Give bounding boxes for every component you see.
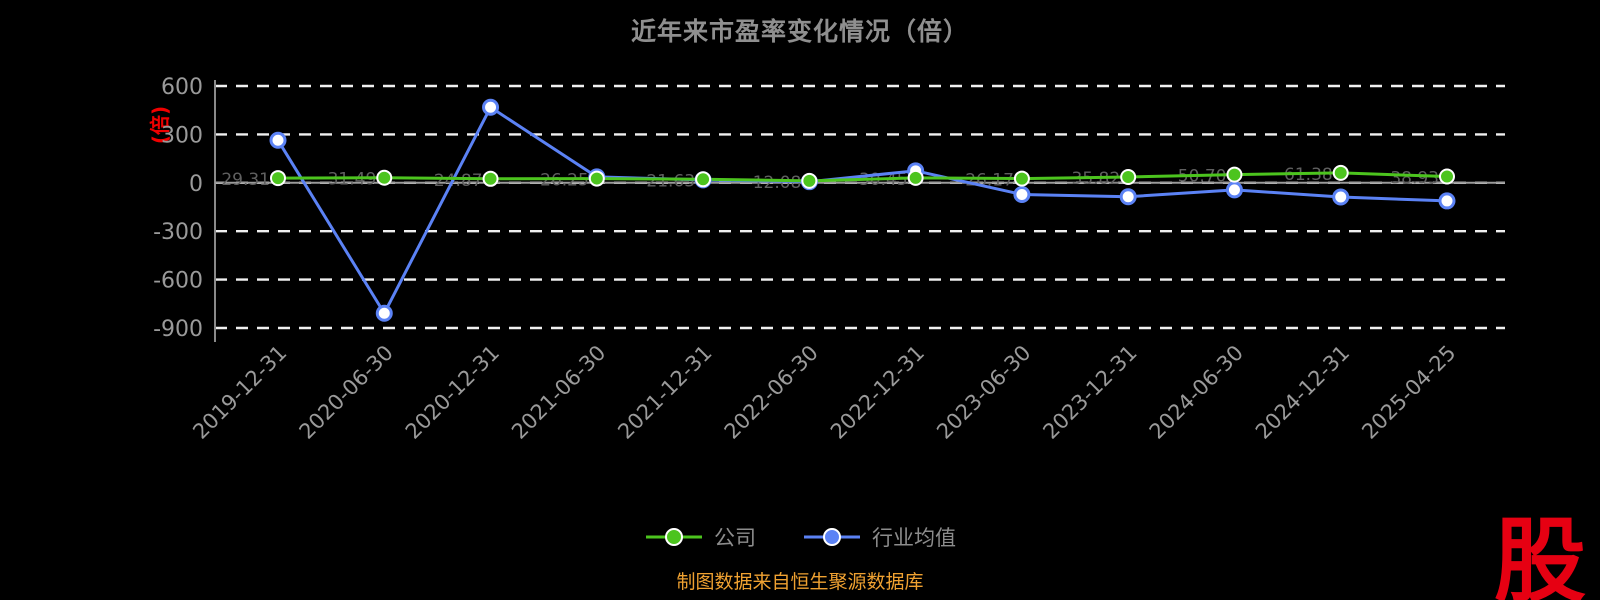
chart-title: 近年来市盈率变化情况（倍） (630, 17, 969, 46)
svg-text:24.87: 24.87 (434, 171, 483, 191)
svg-text:12.08: 12.08 (753, 173, 802, 193)
svg-text:-900: -900 (153, 317, 203, 342)
legend-label-industry-average: 行业均值 (872, 526, 956, 550)
svg-text:-600: -600 (153, 269, 203, 294)
svg-text:2024-12-31: 2024-12-31 (1251, 341, 1354, 444)
legend-item-industry-average[interactable]: 行业均值 (802, 522, 956, 552)
svg-text:2020-12-31: 2020-12-31 (401, 341, 504, 444)
legend-item-company[interactable]: 公司 (644, 522, 756, 552)
svg-text:31.49: 31.49 (328, 170, 377, 190)
legend-label-company: 公司 (714, 526, 756, 550)
svg-text:300: 300 (161, 123, 203, 148)
svg-text:29.31: 29.31 (221, 170, 270, 190)
svg-text:26.25: 26.25 (540, 171, 589, 191)
svg-text:21.63: 21.63 (646, 171, 695, 191)
data-source-note: 制图数据来自恒生聚源数据库 (676, 571, 924, 593)
svg-text:2019-12-31: 2019-12-31 (188, 341, 291, 444)
svg-text:2021-06-30: 2021-06-30 (507, 341, 610, 444)
legend: 公司 行业均值 (0, 522, 1600, 552)
svg-text:2024-06-30: 2024-06-30 (1145, 341, 1248, 444)
svg-text:2023-12-31: 2023-12-31 (1038, 341, 1141, 444)
site-logo: 股 (1493, 508, 1586, 600)
svg-text:2023-06-30: 2023-06-30 (932, 341, 1035, 444)
svg-text:2022-12-31: 2022-12-31 (826, 341, 929, 444)
svg-text:35.82: 35.82 (1072, 169, 1121, 189)
svg-text:2025-04-25: 2025-04-25 (1357, 341, 1460, 444)
legend-marker-company-icon (646, 528, 702, 546)
svg-text:0: 0 (189, 172, 203, 197)
legend-marker-industry-icon (804, 528, 860, 546)
svg-text:2020-06-30: 2020-06-30 (295, 341, 398, 444)
svg-text:2021-12-31: 2021-12-31 (613, 341, 716, 444)
svg-text:2022-06-30: 2022-06-30 (720, 341, 823, 444)
svg-text:-300: -300 (153, 220, 203, 245)
svg-text:38.93: 38.93 (1390, 169, 1439, 189)
svg-text:600: 600 (161, 75, 203, 100)
